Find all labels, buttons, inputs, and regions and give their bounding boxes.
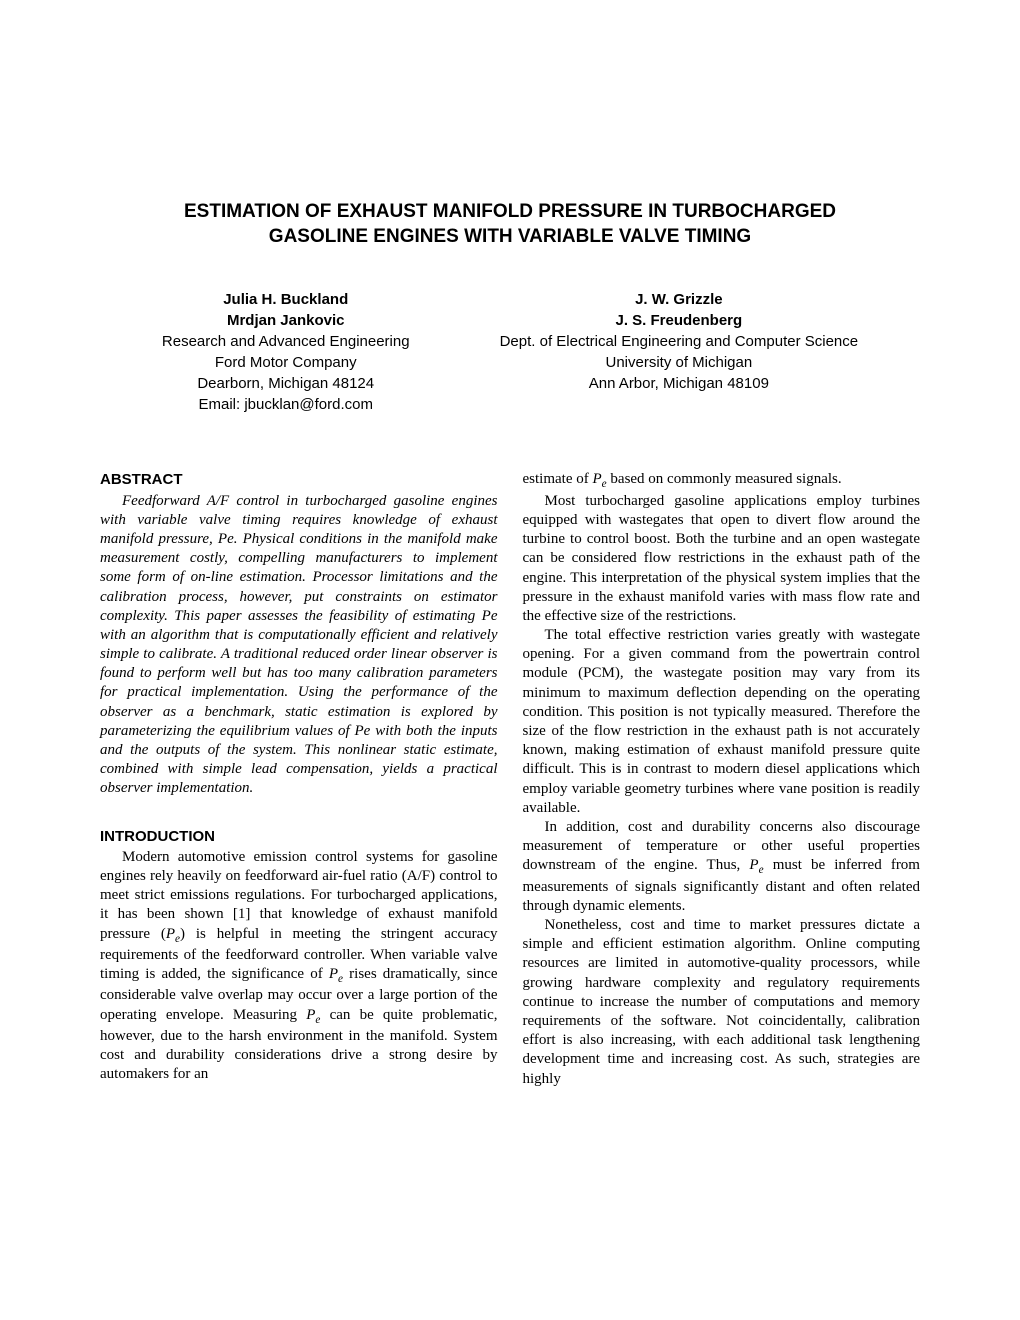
body-columns: ABSTRACT Feedforward A/F control in turb… [100, 470, 920, 1088]
affiliation-line: Ann Arbor, Michigan 48109 [500, 373, 859, 394]
author-name: Mrdjan Jankovic [162, 310, 410, 331]
col2-paragraph-1: estimate of Pe based on commonly measure… [523, 470, 921, 491]
col2-paragraph-3: The total effective restriction varies g… [523, 626, 921, 818]
pe-symbol: P [329, 966, 338, 982]
author-block-right: J. W. Grizzle J. S. Freudenberg Dept. of… [500, 289, 859, 415]
right-column: estimate of Pe based on commonly measure… [523, 470, 921, 1088]
text-fragment: estimate of [523, 471, 593, 487]
author-name: Julia H. Buckland [162, 289, 410, 310]
intro-paragraph-1: Modern automotive emission control syste… [100, 848, 498, 1085]
authors-section: Julia H. Buckland Mrdjan Jankovic Resear… [100, 289, 920, 415]
affiliation-line: University of Michigan [500, 352, 859, 373]
title-line-1: ESTIMATION OF EXHAUST MANIFOLD PRESSURE … [100, 200, 920, 225]
affiliation-line: Ford Motor Company [162, 352, 410, 373]
affiliation-line: Dearborn, Michigan 48124 [162, 373, 410, 394]
affiliation-line: Dept. of Electrical Engineering and Comp… [500, 331, 859, 352]
author-block-left: Julia H. Buckland Mrdjan Jankovic Resear… [162, 289, 410, 415]
pe-symbol: P [592, 471, 601, 487]
author-name: J. S. Freudenberg [500, 310, 859, 331]
text-fragment: based on commonly measured signals. [607, 471, 842, 487]
abstract-heading: ABSTRACT [100, 470, 498, 489]
left-column: ABSTRACT Feedforward A/F control in turb… [100, 470, 498, 1088]
author-email: Email: jbucklan@ford.com [162, 394, 410, 415]
paper-title: ESTIMATION OF EXHAUST MANIFOLD PRESSURE … [100, 200, 920, 249]
intro-heading: INTRODUCTION [100, 827, 498, 846]
pe-symbol: P [166, 926, 175, 942]
paper-page: ESTIMATION OF EXHAUST MANIFOLD PRESSURE … [0, 0, 1020, 1169]
col2-paragraph-4: In addition, cost and durability concern… [523, 818, 921, 916]
affiliation-line: Research and Advanced Engineering [162, 331, 410, 352]
title-line-2: GASOLINE ENGINES WITH VARIABLE VALVE TIM… [100, 225, 920, 250]
col2-paragraph-2: Most turbocharged gasoline applications … [523, 492, 921, 626]
col2-paragraph-5: Nonetheless, cost and time to market pre… [523, 916, 921, 1089]
pe-symbol: P [749, 857, 758, 873]
author-name: J. W. Grizzle [500, 289, 859, 310]
abstract-text: Feedforward A/F control in turbocharged … [100, 492, 498, 799]
